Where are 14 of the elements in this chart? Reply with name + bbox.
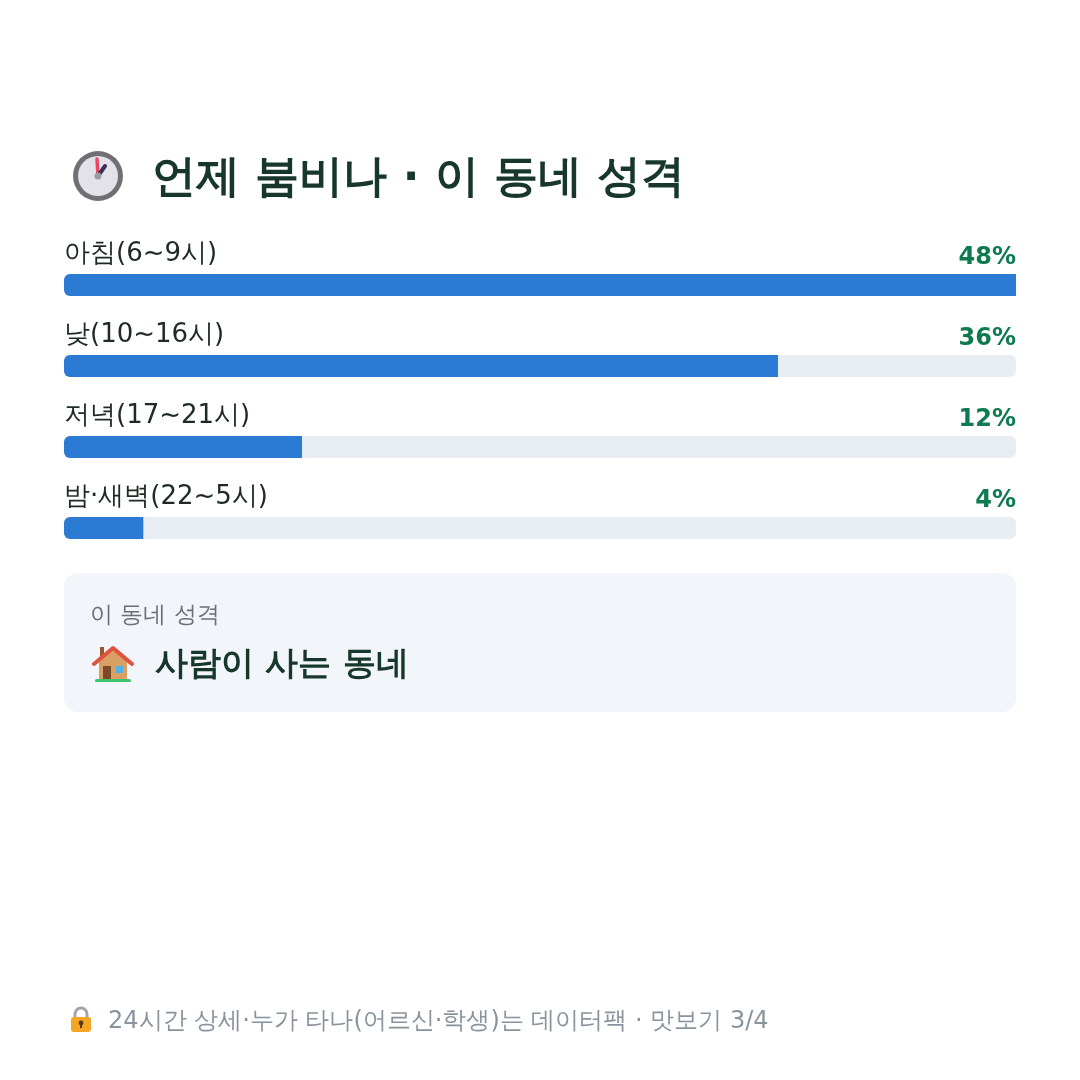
text: 사람이 사는 동네 xyxy=(155,642,409,684)
data-label: 36% xyxy=(958,323,1016,351)
bar xyxy=(64,517,144,539)
data-label: 12% xyxy=(958,404,1016,432)
y-tick-label: 밤·새벽(22~5시) xyxy=(64,480,268,510)
y-tick-label: 저녁(17~21시) xyxy=(64,399,251,429)
data-label: 4% xyxy=(975,485,1016,513)
chart-title: 언제 붐비나 · 이 동네 성격 xyxy=(152,149,686,203)
text: 이 동네 성격 xyxy=(90,600,220,629)
data-label: 48% xyxy=(958,242,1016,270)
text: 24시간 상세·누가 타나(어르신·학생)는 데이터팩 · 맛보기 3/4 xyxy=(108,1005,769,1036)
bar xyxy=(64,436,302,458)
y-tick-label: 아침(6~9시) xyxy=(64,237,218,267)
y-tick-label: 낮(10~16시) xyxy=(64,318,225,348)
